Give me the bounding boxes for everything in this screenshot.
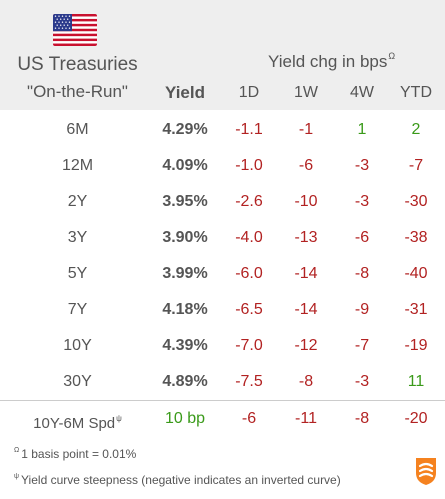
spread-value: 10 bp [164, 410, 206, 427]
yield-value: 4.09% [162, 157, 208, 174]
change-1w: -13 [294, 229, 318, 246]
change-4w: -8 [354, 265, 370, 282]
change-1w: -1 [298, 121, 314, 138]
change-1w: -12 [294, 337, 318, 354]
change-4w: -7 [354, 337, 370, 354]
change-4w: -9 [354, 301, 370, 318]
change-1d: -1.0 [235, 157, 263, 174]
change-ytd: -31 [404, 301, 428, 318]
yield-value: 3.99% [162, 265, 208, 282]
change-1d: -1.1 [235, 121, 263, 138]
column-header-yield: Yield [165, 83, 205, 102]
change-4w: 1 [357, 121, 367, 138]
maturity-label: 12M [61, 157, 94, 174]
maturity-label: 30Y [63, 373, 92, 390]
table-row: 3Y 3.90% -4.0 -13 -6 -38 [0, 220, 445, 256]
change-1d: -2.6 [235, 193, 263, 210]
table-row: 30Y 4.89% -7.5 -8 -3 11 [0, 364, 445, 400]
maturity-label: 5Y [67, 265, 88, 282]
change-ytd: 2 [411, 121, 421, 138]
maturity-label: 2Y [67, 193, 88, 210]
change-4w: -3 [354, 193, 370, 210]
change-1w: -14 [294, 301, 318, 318]
change-group-title: Yield chg in bpsΩ [268, 51, 395, 72]
maturity-label: 3Y [67, 229, 88, 246]
change-1d: -4.0 [235, 229, 263, 246]
change-ytd: -7 [408, 157, 424, 174]
maturity-label: 6M [66, 121, 89, 138]
spread-label: 10Y-6M Spdψ [0, 401, 155, 437]
table-header: US Treasuries "On-the-Run" Yield chg in … [0, 0, 445, 110]
change-ytd: -19 [404, 337, 428, 354]
yield-value: 4.39% [162, 337, 208, 354]
footnote-basis-point-text: 1 basis point = 0.01% [21, 447, 137, 461]
brand-logo-icon [414, 456, 438, 486]
table-title: US Treasuries [17, 54, 138, 75]
table-row: 7Y 4.18% -6.5 -14 -9 -31 [0, 292, 445, 328]
column-header-ytd: YTD [400, 84, 432, 101]
table-row: 2Y 3.95% -2.6 -10 -3 -30 [0, 184, 445, 220]
footnote-marker-psi: ψ [116, 414, 122, 423]
table-row: 6M 4.29% -1.1 -1 1 2 [0, 112, 445, 148]
yield-value: 4.29% [162, 121, 208, 138]
column-header-4w: 4W [350, 84, 374, 101]
change-ytd: 11 [407, 373, 425, 390]
footnote-marker-omega: Ω [388, 51, 396, 61]
table-row: 10Y 4.39% -7.0 -12 -7 -19 [0, 328, 445, 364]
change-ytd: -30 [404, 193, 428, 210]
yield-value: 4.18% [162, 301, 208, 318]
spread-1d: -6 [241, 410, 257, 427]
change-1d: -7.5 [235, 373, 263, 390]
maturity-label: 7Y [67, 301, 88, 318]
footnote-marker-omega: Ω [14, 447, 20, 454]
change-1w: -6 [298, 157, 314, 174]
change-group-label: Yield chg in bps [268, 52, 388, 71]
yield-value: 3.90% [162, 229, 208, 246]
spread-row: 10Y-6M Spdψ 10 bp -6 -11 -8 -20 [0, 401, 445, 437]
row-divider [0, 400, 445, 401]
footnote-steepness: ψ Yield curve steepness (negative indicat… [14, 473, 341, 487]
change-ytd: -38 [404, 229, 428, 246]
yield-value: 4.89% [162, 373, 208, 390]
change-4w: -6 [354, 229, 370, 246]
footnote-steepness-text: Yield curve steepness (negative indicate… [21, 473, 341, 487]
spread-label-text: 10Y-6M Spd [33, 415, 116, 432]
change-ytd: -40 [404, 265, 428, 282]
spread-ytd: -20 [404, 410, 428, 427]
table-row: 5Y 3.99% -6.0 -14 -8 -40 [0, 256, 445, 292]
yield-value: 3.95% [162, 193, 208, 210]
spread-4w: -8 [354, 410, 370, 427]
change-4w: -3 [354, 373, 370, 390]
change-1d: -6.5 [235, 301, 263, 318]
table-subtitle: "On-the-Run" [27, 82, 128, 101]
change-1d: -7.0 [235, 337, 263, 354]
change-4w: -3 [354, 157, 370, 174]
change-1d: -6.0 [235, 265, 263, 282]
change-1w: -14 [294, 265, 318, 282]
footnote-marker-psi: ψ [14, 473, 19, 480]
table-row: 12M 4.09% -1.0 -6 -3 -7 [0, 148, 445, 184]
change-1w: -10 [294, 193, 318, 210]
spread-1w: -11 [295, 410, 317, 427]
maturity-label: 10Y [63, 337, 92, 354]
column-header-1w: 1W [294, 84, 318, 101]
change-1w: -8 [298, 373, 314, 390]
us-flag-icon [53, 14, 97, 46]
column-header-1d: 1D [238, 84, 260, 101]
